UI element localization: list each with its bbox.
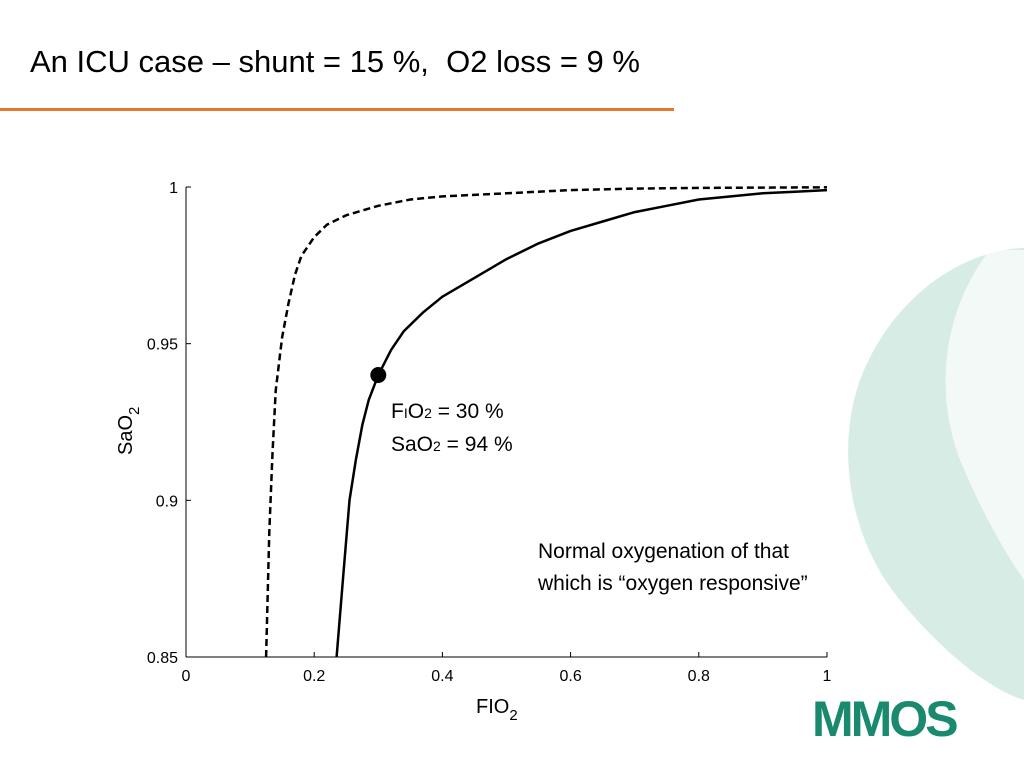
note-line-2: which is “oxygen responsive” [538, 572, 808, 595]
series-layer [264, 186, 828, 658]
fio2-2: 2 [424, 405, 432, 421]
x-tick-label: 0.6 [559, 668, 581, 685]
y-axis-label-main: SaO [115, 415, 137, 455]
y-axis-label-sub: 2 [126, 407, 143, 415]
dashed-series-line [264, 186, 828, 658]
x-axis-label-main: FIO [476, 696, 509, 718]
y-axis-label: SaO2 [115, 407, 143, 455]
solid-series-line [335, 188, 828, 658]
x-ticks: 0 0.2 0.4 0.6 0.8 1 [182, 652, 832, 685]
x-axis-label-sub: 2 [509, 707, 517, 724]
slide-title: An ICU case – shunt = 15 %, O2 loss = 9 … [30, 44, 640, 79]
annotation-sao2-line: SaO2 = 94 % [391, 429, 513, 462]
sao2-value: = 94 % [440, 433, 513, 456]
y-tick-label: 0.95 [147, 337, 178, 354]
fio2-i: I [403, 405, 408, 421]
oxygen-responsive-note: Normal oxygenation of that which is “oxy… [538, 536, 808, 600]
y-tick-label: 0.85 [147, 650, 178, 667]
y-tick-label: 1 [169, 180, 178, 197]
annotation-fio2-line: FIO2 = 30 % [391, 396, 513, 429]
plot-area-background [186, 187, 827, 657]
fio2-o: O [407, 400, 425, 423]
fio2-value: = 30 % [431, 400, 504, 423]
sao2-text: SaO [391, 433, 434, 456]
x-tick-label: 0.8 [688, 668, 710, 685]
mmos-logo: MMOS [812, 691, 959, 747]
x-tick-label: 1 [823, 668, 832, 685]
x-tick-label: 0 [182, 668, 191, 685]
y-ticks: 0.85 0.9 0.95 1 [147, 180, 191, 667]
note-line-1: Normal oxygenation of that [538, 540, 789, 563]
y-tick-label: 0.9 [156, 493, 178, 510]
fio2-30-marker [370, 367, 387, 383]
point-annotation: FIO2 = 30 % SaO2 = 94 % [391, 396, 513, 462]
title-underline [0, 108, 674, 111]
sao2-2: 2 [433, 438, 441, 454]
fio2-f: F [391, 400, 404, 423]
swoosh-shape-inner [945, 250, 1024, 580]
x-tick-label: 0.4 [431, 668, 453, 685]
x-axis-label: FIO2 [476, 696, 518, 724]
x-tick-label: 0.2 [303, 668, 325, 685]
